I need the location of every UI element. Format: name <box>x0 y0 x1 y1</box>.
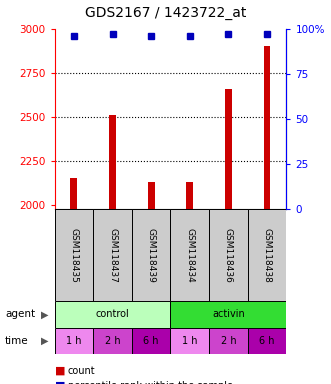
Text: GSM118436: GSM118436 <box>224 228 233 283</box>
Text: 6 h: 6 h <box>259 336 275 346</box>
Bar <box>55 209 93 301</box>
Bar <box>93 328 132 354</box>
Bar <box>209 328 248 354</box>
Text: control: control <box>96 310 129 319</box>
Text: ■: ■ <box>55 381 65 384</box>
Text: count: count <box>68 366 95 376</box>
Bar <box>132 209 170 301</box>
Bar <box>71 179 77 209</box>
Text: 2 h: 2 h <box>220 336 236 346</box>
Bar <box>209 209 248 301</box>
Text: GDS2167 / 1423722_at: GDS2167 / 1423722_at <box>85 7 246 20</box>
Text: 1 h: 1 h <box>182 336 198 346</box>
Text: ▶: ▶ <box>41 336 48 346</box>
Bar <box>109 115 116 209</box>
Bar <box>170 209 209 301</box>
Text: percentile rank within the sample: percentile rank within the sample <box>68 381 233 384</box>
Text: time: time <box>5 336 28 346</box>
Text: activin: activin <box>212 310 245 319</box>
Bar <box>263 46 270 209</box>
Bar <box>225 89 232 209</box>
Bar <box>186 182 193 209</box>
Text: GSM118434: GSM118434 <box>185 228 194 283</box>
Bar <box>170 328 209 354</box>
Bar <box>148 182 155 209</box>
Bar <box>55 328 93 354</box>
Bar <box>132 328 170 354</box>
Text: 6 h: 6 h <box>143 336 159 346</box>
Text: 1 h: 1 h <box>66 336 82 346</box>
Text: GSM118439: GSM118439 <box>147 228 156 283</box>
Text: ■: ■ <box>55 366 65 376</box>
Text: ▶: ▶ <box>41 310 48 319</box>
Text: GSM118437: GSM118437 <box>108 228 117 283</box>
Bar <box>93 209 132 301</box>
Text: 2 h: 2 h <box>105 336 120 346</box>
Bar <box>248 209 286 301</box>
Text: GSM118435: GSM118435 <box>70 228 78 283</box>
Bar <box>170 301 286 328</box>
Text: agent: agent <box>5 310 35 319</box>
Bar <box>55 301 170 328</box>
Text: GSM118438: GSM118438 <box>262 228 271 283</box>
Bar <box>248 328 286 354</box>
